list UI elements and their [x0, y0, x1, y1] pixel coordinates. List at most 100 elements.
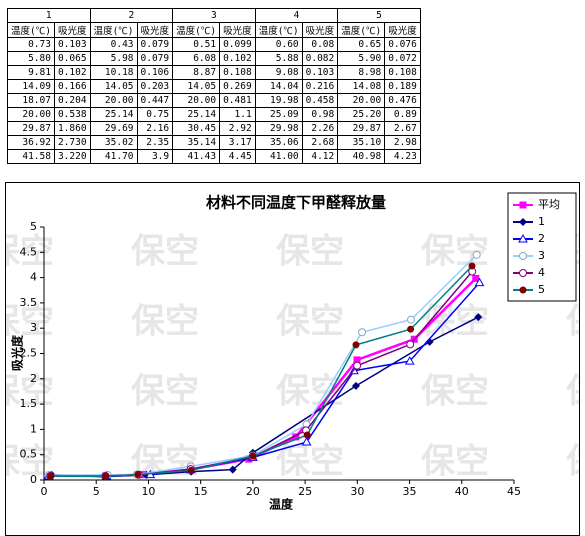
table-cell: 5.98 [89, 51, 138, 66]
series-line [50, 271, 473, 477]
table-cell: 5.88 [254, 51, 303, 66]
table-cell: 9.81 [7, 65, 55, 80]
table-cell: 2.92 [219, 121, 256, 136]
table-cell: 0.082 [301, 51, 339, 66]
marker [301, 437, 312, 446]
table-cell: 41.58 [7, 149, 55, 164]
series [45, 250, 481, 479]
y-tick-label: 4.5 [20, 245, 38, 258]
table-cell: 29.98 [254, 121, 303, 136]
x-tick-label: 0 [41, 485, 48, 498]
table-row: 29.87 1.860 29.69 2.16 30.45 2.92 29.98 2.26 29.… [7, 121, 421, 136]
table-cell: 20.00 [89, 93, 138, 108]
x-tick-label: 5 [93, 485, 100, 498]
marker [407, 315, 416, 324]
table-cell: 35.14 [172, 135, 221, 150]
marker [519, 218, 527, 226]
legend-label: 2 [538, 232, 545, 245]
legend-label: 4 [538, 266, 545, 279]
watermark: 保空 [6, 372, 54, 412]
y-tick-label: 1.5 [20, 397, 38, 410]
table-cell: 0.60 [254, 37, 303, 52]
table-cell: 30.45 [172, 121, 221, 136]
marker [468, 262, 476, 270]
x-tick-label: 35 [403, 485, 417, 498]
table-cell: 0.538 [53, 107, 91, 122]
table-cell: 温度(℃) [337, 22, 386, 38]
table-cell: 0.108 [384, 65, 421, 80]
y-tick-label: 2 [30, 372, 37, 385]
table-cell: 14.04 [254, 79, 303, 94]
table-cell: 0.099 [219, 37, 256, 52]
watermark: 保空 [131, 302, 199, 342]
table-cell: 3.9 [136, 149, 174, 164]
legend-box [507, 192, 577, 302]
marker [519, 286, 527, 294]
table-cell: 2.35 [136, 135, 174, 150]
x-tick-label: 15 [194, 485, 208, 498]
table-cell: 吸光度 [53, 22, 91, 38]
table-row: 36.92 2.730 35.02 2.35 35.14 3.17 35.06 2.68 35.… [7, 135, 421, 150]
marker [472, 250, 481, 259]
watermark: 保空 [276, 302, 344, 342]
table-cell: 0.079 [136, 37, 174, 52]
table-cell: 0.458 [301, 93, 339, 108]
table-cell: 14.05 [89, 79, 138, 94]
watermark: 保空 [6, 302, 54, 342]
y-tick-label: 3 [30, 321, 37, 334]
watermark: 保空 [131, 372, 199, 412]
table-cell: 2.730 [53, 135, 91, 150]
x-tick-label: 20 [246, 485, 260, 498]
series-line [50, 265, 473, 478]
marker [352, 341, 360, 349]
table-cell: 3.220 [53, 149, 91, 164]
table-cell: 5.80 [7, 51, 55, 66]
marker [228, 465, 237, 474]
y-tick-label: 5 [30, 220, 37, 233]
table-cell: 吸光度 [136, 22, 174, 38]
table-cell: 29.87 [7, 121, 55, 136]
table-row: 温度(℃) 吸光度 温度(℃) 吸光度 温度(℃) 吸光度 温度(℃) 吸光度 温度(℃) 吸光度 [7, 22, 421, 38]
table-cell: 20.00 [172, 93, 221, 108]
table-cell: 温度(℃) [254, 22, 303, 38]
table-cell: 0.89 [384, 107, 421, 122]
table-cell: 8.98 [337, 65, 386, 80]
y-tick-label: 0.5 [20, 448, 38, 461]
legend-label: 3 [538, 249, 545, 262]
marker [519, 201, 527, 209]
marker [303, 431, 311, 439]
series [47, 262, 476, 480]
table-cell: 2.26 [301, 121, 339, 136]
marker [404, 356, 415, 365]
table-cell: 0.98 [301, 107, 339, 122]
y-tick-label: 2.5 [20, 347, 38, 360]
table-cell: 2.68 [301, 135, 339, 150]
table-cell: 40.98 [337, 149, 386, 164]
table-cell: 0.269 [219, 79, 256, 94]
marker [519, 269, 527, 277]
table-cell: 29.69 [89, 121, 138, 136]
marker [47, 472, 55, 480]
table-row: 20.00 0.538 25.14 0.75 25.14 1.1 25.09 0.98 25.2… [7, 107, 421, 122]
table-cell: 4.12 [301, 149, 339, 164]
table-cell: 4 [254, 8, 339, 23]
table-cell: 41.00 [254, 149, 303, 164]
y-tick-label: 3.5 [20, 296, 38, 309]
marker [353, 356, 361, 364]
table-cell: 0.072 [384, 51, 421, 66]
table-cell: 0.43 [89, 37, 138, 52]
table-cell: 35.06 [254, 135, 303, 150]
marker [518, 233, 528, 243]
table-cell: 10.18 [89, 65, 138, 80]
table-row: 41.58 3.220 41.70 3.9 41.43 4.45 41.00 4.12 40.9… [7, 149, 421, 164]
table-cell: 3.17 [219, 135, 256, 150]
table-cell: 0.476 [384, 93, 421, 108]
marker [249, 452, 257, 460]
table-cell: 35.10 [337, 135, 386, 150]
watermark: 保空 [421, 372, 489, 412]
table-cell: 0.216 [301, 79, 339, 94]
table-cell: 0.75 [136, 107, 174, 122]
table-cell: 8.87 [172, 65, 221, 80]
marker [351, 381, 360, 390]
